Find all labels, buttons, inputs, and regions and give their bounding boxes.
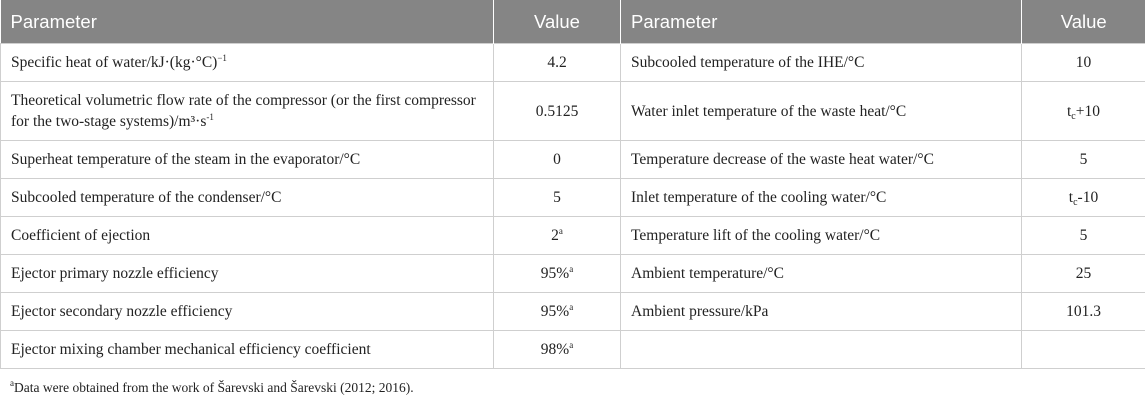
value-cell: 4.2 — [493, 43, 621, 82]
value-cell: 95%a — [493, 254, 621, 293]
value-cell: tc+10 — [1021, 81, 1145, 141]
parameter-cell: Ejector secondary nozzle efficiency — [0, 292, 494, 331]
parameter-cell: Temperature decrease of the waste heat w… — [620, 140, 1022, 179]
value-cell: 0.5125 — [493, 81, 621, 141]
parameter-cell: Temperature lift of the cooling water/°C — [620, 216, 1022, 255]
value-cell: 98%a — [493, 330, 621, 369]
parameter-cell: Inlet temperature of the cooling water/°… — [620, 178, 1022, 217]
table-row: Coefficient of ejection 2a Temperature l… — [0, 216, 1145, 255]
parameter-cell: Water inlet temperature of the waste hea… — [620, 81, 1022, 141]
value-cell: 5 — [493, 178, 621, 217]
parameter-cell: Coefficient of ejection — [0, 216, 494, 255]
value-cell: 101.3 — [1021, 292, 1145, 331]
parameter-cell — [620, 330, 1022, 369]
table-row: Ejector primary nozzle efficiency 95%a A… — [0, 254, 1145, 293]
value-cell: 2a — [493, 216, 621, 255]
table-row: Ejector secondary nozzle efficiency 95%a… — [0, 292, 1145, 331]
header-parameter-2: Parameter — [620, 0, 1022, 44]
value-cell: 10 — [1021, 43, 1145, 82]
footnote-mark: a — [10, 378, 14, 388]
value-cell: 5 — [1021, 216, 1145, 255]
parameter-table: Parameter Value Parameter Value Specific… — [0, 0, 1145, 369]
value-cell: 0 — [493, 140, 621, 179]
value-cell: 25 — [1021, 254, 1145, 293]
header-parameter-1: Parameter — [0, 0, 494, 44]
table-row: Superheat temperature of the steam in th… — [0, 140, 1145, 179]
parameter-cell: Theoretical volumetric flow rate of the … — [0, 81, 494, 141]
table-row: Theoretical volumetric flow rate of the … — [0, 81, 1145, 141]
table-row: Ejector mixing chamber mechanical effici… — [0, 330, 1145, 369]
parameter-cell: Ejector mixing chamber mechanical effici… — [0, 330, 494, 369]
header-value-1: Value — [493, 0, 621, 44]
parameter-cell: Superheat temperature of the steam in th… — [0, 140, 494, 179]
parameter-cell: Ambient pressure/kPa — [620, 292, 1022, 331]
parameter-cell: Ambient temperature/°C — [620, 254, 1022, 293]
header-value-2: Value — [1021, 0, 1145, 44]
table-row: Specific heat of water/kJ·(kg·°C)−1 4.2 … — [0, 43, 1145, 82]
parameter-cell: Specific heat of water/kJ·(kg·°C)−1 — [0, 43, 494, 82]
value-cell: 5 — [1021, 140, 1145, 179]
footnote-text: Data were obtained from the work of Šare… — [14, 380, 414, 395]
value-cell: 95%a — [493, 292, 621, 331]
value-cell — [1021, 330, 1145, 369]
value-cell: tc-10 — [1021, 178, 1145, 217]
parameter-cell: Subcooled temperature of the IHE/°C — [620, 43, 1022, 82]
parameter-cell: Subcooled temperature of the condenser/°… — [0, 178, 494, 217]
table-footnote: aData were obtained from the work of Šar… — [10, 378, 414, 396]
table-row: Subcooled temperature of the condenser/°… — [0, 178, 1145, 217]
header-row: Parameter Value Parameter Value — [0, 0, 1145, 44]
parameter-cell: Ejector primary nozzle efficiency — [0, 254, 494, 293]
